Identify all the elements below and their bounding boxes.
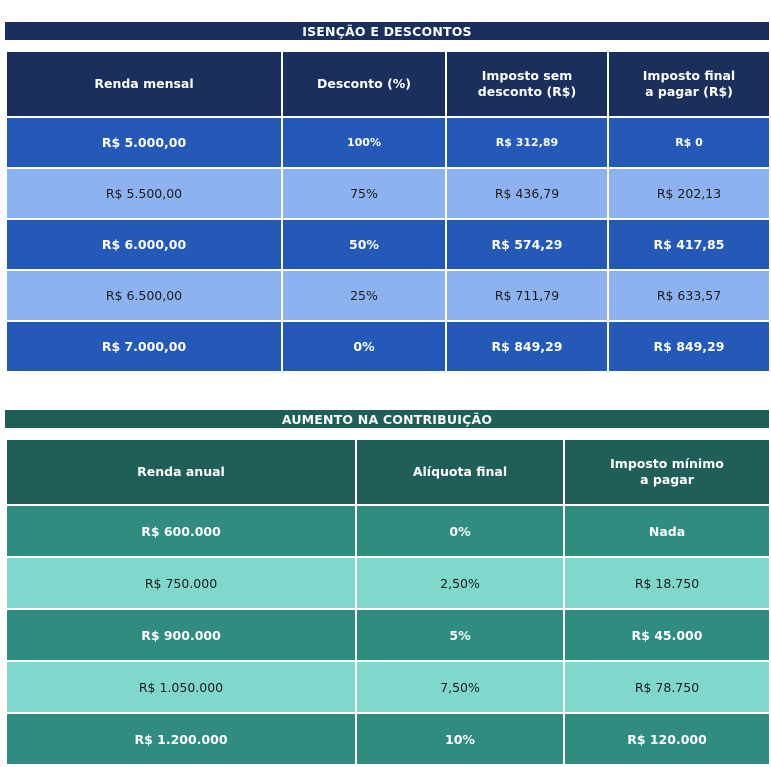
cell-tax-without-discount: R$ 711,79 xyxy=(445,269,609,322)
cell-annual-income: R$ 1.200.000 xyxy=(5,712,357,766)
cell-final-rate: 10% xyxy=(355,712,565,766)
table-row: R$ 6.000,00 50% R$ 574,29 R$ 417,85 xyxy=(5,218,771,271)
section1-title: ISENÇÃO E DESCONTOS xyxy=(5,22,769,40)
cell-monthly-income: R$ 6.000,00 xyxy=(5,218,283,271)
table-row: R$ 600.000 0% Nada xyxy=(5,504,771,558)
table-header-row: Renda anual Alíquota final Imposto mínim… xyxy=(5,438,771,506)
table-row: R$ 1.200.000 10% R$ 120.000 xyxy=(5,712,771,766)
cell-tax-without-discount: R$ 312,89 xyxy=(445,116,609,169)
cell-tax-without-discount: R$ 849,29 xyxy=(445,320,609,373)
cell-minimum-tax: R$ 120.000 xyxy=(563,712,771,766)
cell-final-rate: 5% xyxy=(355,608,565,662)
cell-tax-without-discount: R$ 574,29 xyxy=(445,218,609,271)
col-header-minimum-tax: Imposto mínimo a pagar xyxy=(563,438,771,506)
cell-discount: 25% xyxy=(281,269,447,322)
col-header-annual-income: Renda anual xyxy=(5,438,357,506)
cell-minimum-tax: R$ 78.750 xyxy=(563,660,771,714)
cell-final-tax: R$ 417,85 xyxy=(607,218,771,271)
col-header-tax-without-discount: Imposto sem desconto (R$) xyxy=(445,50,609,118)
cell-monthly-income: R$ 5.500,00 xyxy=(5,167,283,220)
table-row: R$ 5.000,00 100% R$ 312,89 R$ 0 xyxy=(5,116,771,169)
cell-discount: 75% xyxy=(281,167,447,220)
cell-monthly-income: R$ 7.000,00 xyxy=(5,320,283,373)
cell-annual-income: R$ 900.000 xyxy=(5,608,357,662)
cell-discount: 0% xyxy=(281,320,447,373)
col-header-discount: Desconto (%) xyxy=(281,50,447,118)
table-row: R$ 6.500,00 25% R$ 711,79 R$ 633,57 xyxy=(5,269,771,322)
col-header-monthly-income: Renda mensal xyxy=(5,50,283,118)
cell-final-tax: R$ 202,13 xyxy=(607,167,771,220)
table-row: R$ 900.000 5% R$ 45.000 xyxy=(5,608,771,662)
section2-title: AUMENTO NA CONTRIBUIÇÃO xyxy=(5,410,769,428)
table-row: R$ 5.500,00 75% R$ 436,79 R$ 202,13 xyxy=(5,167,771,220)
cell-annual-income: R$ 1.050.000 xyxy=(5,660,357,714)
table-header-row: Renda mensal Desconto (%) Imposto sem de… xyxy=(5,50,771,118)
table-row: R$ 7.000,00 0% R$ 849,29 R$ 849,29 xyxy=(5,320,771,373)
cell-tax-without-discount: R$ 436,79 xyxy=(445,167,609,220)
cell-minimum-tax: R$ 45.000 xyxy=(563,608,771,662)
cell-final-tax: R$ 849,29 xyxy=(607,320,771,373)
cell-final-rate: 2,50% xyxy=(355,556,565,610)
cell-discount: 100% xyxy=(281,116,447,169)
cell-final-tax: R$ 0 xyxy=(607,116,771,169)
cell-minimum-tax: Nada xyxy=(563,504,771,558)
cell-final-rate: 7,50% xyxy=(355,660,565,714)
cell-final-tax: R$ 633,57 xyxy=(607,269,771,322)
exemption-discount-table: Renda mensal Desconto (%) Imposto sem de… xyxy=(5,50,771,373)
table-row: R$ 1.050.000 7,50% R$ 78.750 xyxy=(5,660,771,714)
table-row: R$ 750.000 2,50% R$ 18.750 xyxy=(5,556,771,610)
cell-annual-income: R$ 600.000 xyxy=(5,504,357,558)
col-header-final-rate: Alíquota final xyxy=(355,438,565,506)
col-header-final-tax: Imposto final a pagar (R$) xyxy=(607,50,771,118)
cell-final-rate: 0% xyxy=(355,504,565,558)
cell-monthly-income: R$ 5.000,00 xyxy=(5,116,283,169)
cell-minimum-tax: R$ 18.750 xyxy=(563,556,771,610)
contribution-increase-table: Renda anual Alíquota final Imposto mínim… xyxy=(5,438,771,766)
cell-monthly-income: R$ 6.500,00 xyxy=(5,269,283,322)
cell-discount: 50% xyxy=(281,218,447,271)
cell-annual-income: R$ 750.000 xyxy=(5,556,357,610)
